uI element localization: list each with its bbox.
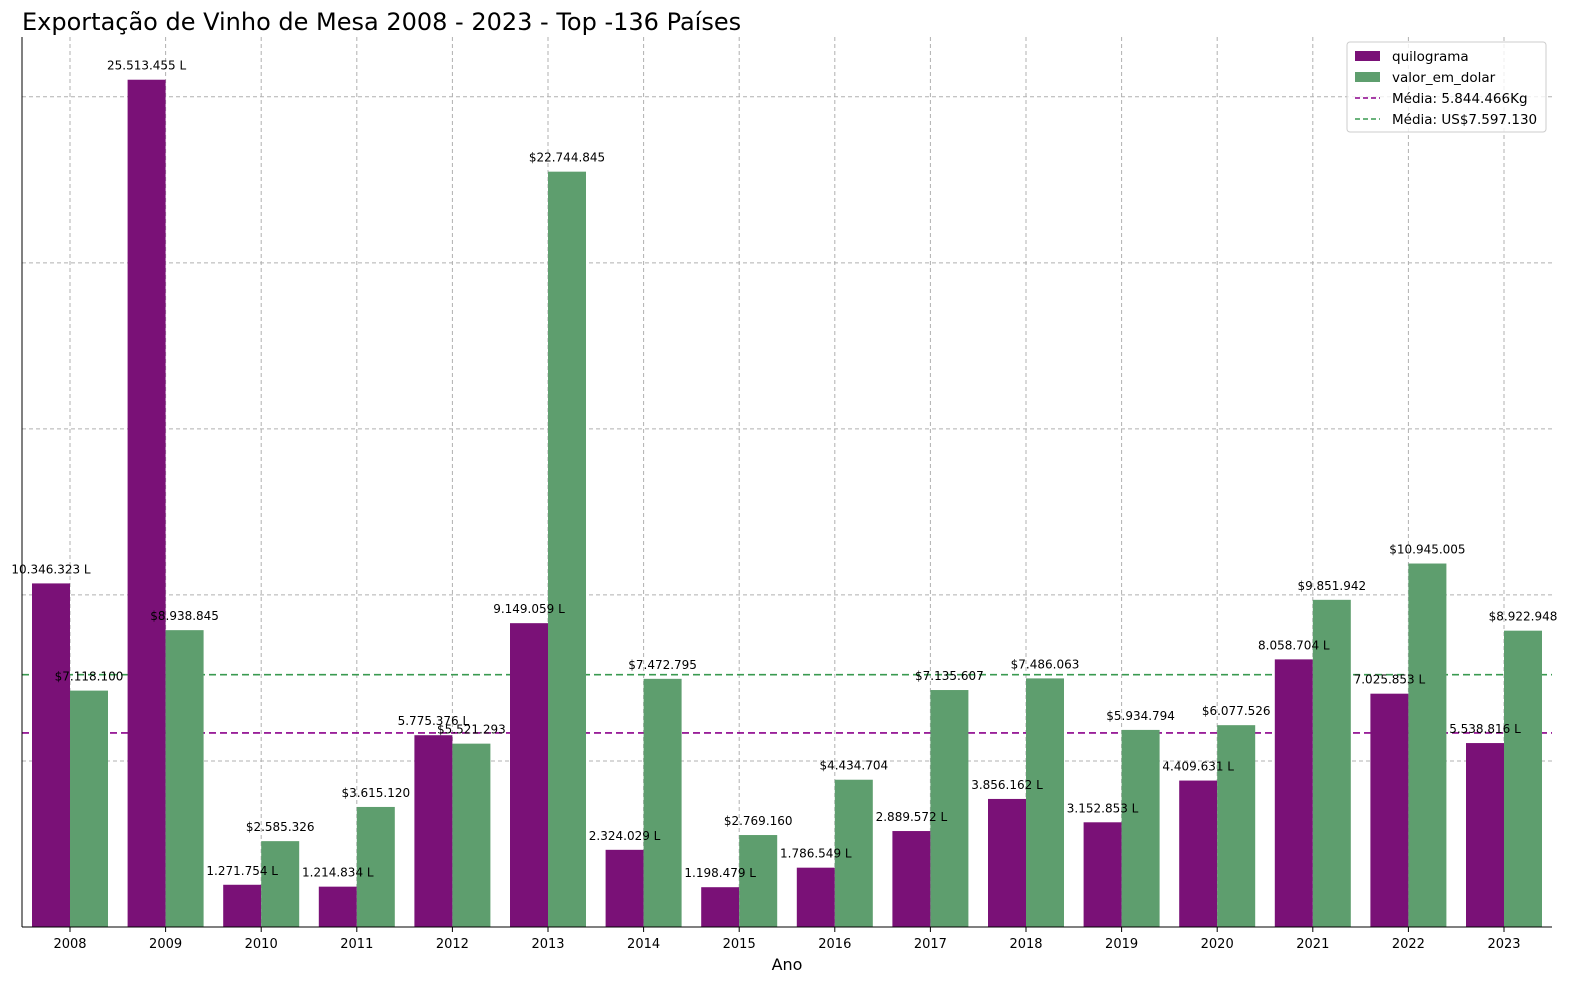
bar-valor_em_dolar-2021 [1312, 599, 1351, 927]
bar-label-quilograma-2014: 2.324.029 L [589, 829, 661, 843]
bar-label-quilograma-2019: 3.152.853 L [1067, 801, 1139, 815]
bar-label-valor_em_dolar-2022: $10.945.005 [1389, 543, 1465, 557]
x-tick-label-2016: 2016 [818, 937, 851, 952]
bar-label-quilograma-2015: 1.198.479 L [684, 866, 756, 880]
bar-valor_em_dolar-2015 [739, 835, 778, 927]
x-ticks: 2008 2009 2010 2011 2012 2013 2014 2015 2016 2017… [53, 927, 1521, 952]
bar-quilograma-2015 [701, 887, 740, 927]
x-tick-label-2021: 2021 [1296, 937, 1329, 952]
bar-valor_em_dolar-2012 [452, 743, 491, 927]
bar-quilograma-2021 [1274, 659, 1313, 927]
bar-label-quilograma-2016: 1.786.549 L [780, 847, 852, 861]
bar-quilograma-2016 [796, 867, 835, 927]
bar-valor_em_dolar-2019 [1121, 729, 1160, 927]
bar-label-quilograma-2021: 8.058.704 L [1258, 638, 1330, 652]
bar-label-valor_em_dolar-2012: $5.521.293 [437, 723, 506, 737]
mean-lines [22, 673, 1552, 734]
bar-quilograma-2013 [510, 623, 548, 927]
x-axis-label: Ano [772, 955, 803, 974]
x-tick-label-2022: 2022 [1392, 937, 1425, 952]
bar-quilograma-2020 [1179, 780, 1218, 927]
bar-label-quilograma-2009: 25.513.455 L [107, 59, 187, 73]
bar-label-quilograma-2020: 4.409.631 L [1162, 760, 1234, 774]
bar-quilograma-2014 [605, 849, 644, 927]
x-tick-label-2018: 2018 [1009, 937, 1042, 952]
bar-valor_em_dolar-2022 [1408, 563, 1447, 927]
bar-quilograma-2019 [1083, 822, 1122, 927]
x-tick-label-2023: 2023 [1487, 937, 1520, 952]
bar-label-valor_em_dolar-2008: $7.118.100 [55, 670, 124, 684]
bar-label-quilograma-2017: 2.889.572 L [876, 810, 948, 824]
bar-labels: 10.346.323 L 25.513.455 L 1.271.754 L 1.214… [11, 59, 1557, 880]
bar-quilograma-2017 [892, 831, 931, 927]
bar-label-quilograma-2011: 1.214.834 L [302, 866, 374, 880]
bar-quilograma-2012 [414, 735, 453, 927]
bar-quilograma-2018 [988, 798, 1026, 927]
bar-label-quilograma-2008: 10.346.323 L [11, 562, 91, 576]
bar-label-quilograma-2013: 9.149.059 L [493, 602, 565, 616]
bar-valor_em_dolar-2011 [356, 806, 395, 927]
bar-label-quilograma-2022: 7.025.853 L [1354, 673, 1426, 687]
bar-label-valor_em_dolar-2023: $8.922.948 [1489, 610, 1558, 624]
chart-title: Exportação de Vinho de Mesa 2008 - 2023 … [22, 8, 741, 36]
legend-label-media-kg: Média: 5.844.466Kg [1392, 91, 1528, 107]
bars [32, 79, 1542, 928]
bar-label-valor_em_dolar-2018: $7.486.063 [1011, 657, 1080, 671]
bar-quilograma-2010 [223, 884, 262, 927]
legend-label-quilograma: quilograma [1392, 49, 1469, 65]
legend-label-media-usd: Média: US$7.597.130 [1392, 112, 1537, 128]
bar-label-quilograma-2023: 5.538.816 L [1449, 722, 1521, 736]
bar-valor_em_dolar-2023 [1504, 630, 1542, 927]
legend-box [1346, 41, 1547, 133]
x-tick-label-2008: 2008 [53, 937, 86, 952]
bar-valor_em_dolar-2018 [1026, 678, 1064, 927]
bar-quilograma-2011 [318, 886, 357, 927]
bar-label-valor_em_dolar-2016: $4.434.704 [819, 759, 888, 773]
bar-valor_em_dolar-2009 [165, 630, 204, 927]
bar-label-valor_em_dolar-2010: $2.585.326 [246, 820, 315, 834]
x-tick-label-2015: 2015 [723, 937, 756, 952]
bar-valor_em_dolar-2016 [834, 779, 873, 927]
bar-label-valor_em_dolar-2014: $7.472.795 [628, 658, 697, 672]
bar-label-valor_em_dolar-2013: $22.744.845 [529, 151, 605, 165]
legend-label-valor-em-dolar: valor_em_dolar [1392, 70, 1496, 86]
x-tick-label-2012: 2012 [436, 937, 469, 952]
bar-label-valor_em_dolar-2019: $5.934.794 [1106, 709, 1175, 723]
x-tick-label-2009: 2009 [149, 937, 182, 952]
bar-label-valor_em_dolar-2011: $3.615.120 [341, 786, 410, 800]
bar-label-quilograma-2012: 5.775.376 L [398, 714, 470, 728]
bar-label-quilograma-2018: 3.856.162 L [971, 778, 1043, 792]
x-tick-label-2017: 2017 [914, 937, 947, 952]
axes [21, 37, 1552, 928]
legend-swatch-quilograma [1355, 51, 1380, 61]
bar-label-valor_em_dolar-2020: $6.077.526 [1202, 704, 1271, 718]
bar-quilograma-2022 [1370, 693, 1409, 927]
bar-quilograma-2008 [32, 583, 70, 927]
bar-label-valor_em_dolar-2021: $9.851.942 [1297, 579, 1366, 593]
legend: quilograma valor_em_dolar Média: 5.844.4… [1346, 41, 1547, 133]
x-tick-label-2020: 2020 [1201, 937, 1234, 952]
x-tick-label-2019: 2019 [1105, 937, 1138, 952]
bar-valor_em_dolar-2020 [1217, 725, 1256, 927]
bar-valor_em_dolar-2010 [261, 841, 300, 927]
x-tick-label-2011: 2011 [340, 937, 373, 952]
x-tick-label-2013: 2013 [531, 937, 564, 952]
x-tick-label-2014: 2014 [627, 937, 660, 952]
x-tick-label-2010: 2010 [245, 937, 278, 952]
bar-valor_em_dolar-2013 [548, 171, 586, 927]
bar-label-valor_em_dolar-2017: $7.135.607 [915, 669, 984, 683]
legend-swatch-valor-em-dolar [1355, 72, 1380, 82]
bar-label-valor_em_dolar-2015: $2.769.160 [724, 814, 793, 828]
bar-quilograma-2009 [127, 79, 166, 928]
bar-valor_em_dolar-2017 [930, 690, 969, 927]
bar-valor_em_dolar-2014 [643, 678, 682, 927]
bar-label-quilograma-2010: 1.271.754 L [206, 864, 278, 878]
grid-lines [22, 37, 1552, 927]
bar-quilograma-2023 [1466, 743, 1504, 927]
bar-label-valor_em_dolar-2009: $8.938.845 [150, 609, 219, 623]
bar-valor_em_dolar-2008 [70, 690, 108, 927]
